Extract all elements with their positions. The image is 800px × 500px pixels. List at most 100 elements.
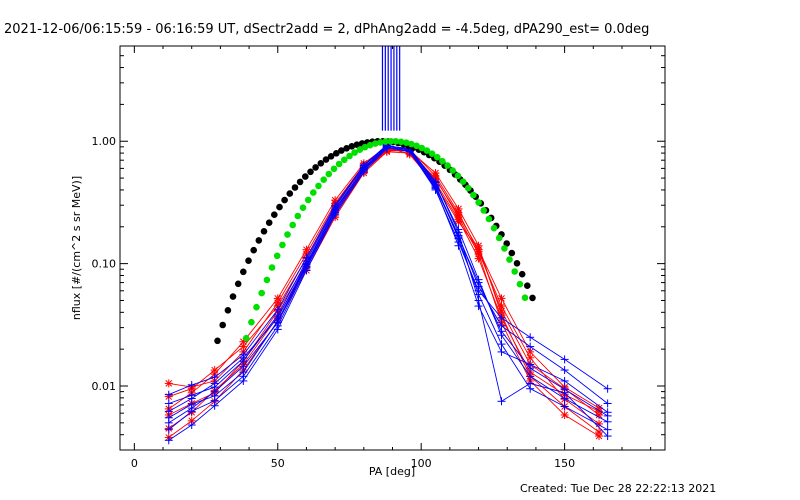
fit-point xyxy=(279,241,286,249)
fit-point xyxy=(480,207,488,214)
fit-point xyxy=(439,157,446,165)
data-point xyxy=(431,183,440,192)
data-point xyxy=(474,245,483,254)
data-point xyxy=(187,394,196,403)
fit-point xyxy=(348,143,356,150)
fit-point xyxy=(250,246,257,254)
data-point xyxy=(239,353,248,362)
fit-point xyxy=(317,160,325,167)
data-point xyxy=(302,262,311,271)
x-axis-ticks: 0 50 100 150 xyxy=(131,46,652,470)
fit-curve-green xyxy=(242,138,529,342)
fit-point xyxy=(299,204,307,211)
data-point xyxy=(187,421,196,430)
fit-point xyxy=(253,303,260,311)
fit-point xyxy=(397,138,405,146)
fit-point xyxy=(263,276,271,284)
fit-point xyxy=(353,141,361,148)
fit-point xyxy=(304,196,312,204)
y-axis-label: nflux [#/(cm^2 s sr MeV)] xyxy=(70,176,83,320)
fit-point xyxy=(485,215,493,223)
plot-frame xyxy=(119,45,666,451)
fit-point xyxy=(506,256,513,263)
data-point xyxy=(526,379,535,388)
data-point xyxy=(239,362,248,371)
x-tick-label: 150 xyxy=(554,457,575,470)
fit-point xyxy=(265,219,273,226)
data-point xyxy=(526,342,535,351)
data-point xyxy=(474,278,483,287)
data-point xyxy=(405,147,414,156)
data-point xyxy=(164,390,173,399)
data-point xyxy=(273,305,282,314)
fit-point xyxy=(366,141,374,149)
data-point xyxy=(560,355,569,364)
fit-point xyxy=(351,149,358,156)
fit-point xyxy=(444,162,451,169)
fit-point xyxy=(322,156,330,163)
fit-point xyxy=(346,152,353,160)
fit-point xyxy=(245,257,252,265)
fit-point xyxy=(219,321,226,329)
data-point xyxy=(497,313,506,322)
fit-point xyxy=(403,139,410,146)
y-tick-label: 0.01 xyxy=(92,380,117,393)
data-point xyxy=(595,410,604,419)
fit-point xyxy=(529,294,536,302)
series-line xyxy=(168,148,600,425)
data-point xyxy=(560,410,569,419)
fit-point xyxy=(335,160,343,168)
data-point xyxy=(164,436,173,445)
data-point xyxy=(187,404,196,413)
x-tick-label: 50 xyxy=(271,457,285,470)
x-tick-label: 100 xyxy=(411,457,432,470)
fit-point xyxy=(433,153,441,161)
data-point xyxy=(526,364,535,373)
fit-point xyxy=(284,231,291,238)
fit-point xyxy=(307,168,314,176)
fit-point xyxy=(333,150,340,157)
fit-point xyxy=(387,138,395,145)
series-line xyxy=(168,147,608,430)
data-point xyxy=(454,217,463,226)
fit-point xyxy=(343,145,350,152)
data-point xyxy=(603,399,612,408)
data-point xyxy=(382,143,391,152)
fit-point xyxy=(408,140,415,148)
fit-point xyxy=(294,212,302,220)
data-point xyxy=(497,397,506,406)
fit-point xyxy=(289,221,297,229)
data-point xyxy=(474,286,483,295)
y-tick-label: 0.10 xyxy=(92,258,117,271)
fit-point xyxy=(524,282,531,290)
fit-point xyxy=(302,173,309,180)
data-point xyxy=(239,376,248,385)
fit-point xyxy=(423,147,431,154)
fit-point xyxy=(392,138,400,145)
data-point xyxy=(210,401,219,410)
data-point xyxy=(560,366,569,375)
data-point xyxy=(187,380,196,389)
data-point xyxy=(454,204,463,213)
chart-title: 2021-12-06/06:15:59 - 06:16:59 UT, dSect… xyxy=(4,22,649,37)
data-point xyxy=(210,379,219,388)
fit-point xyxy=(413,142,420,150)
fit-point xyxy=(281,196,288,204)
data-point xyxy=(560,402,569,411)
data-point xyxy=(603,411,612,420)
series-blue-7 xyxy=(164,142,612,434)
fit-point xyxy=(296,178,304,186)
fit-point xyxy=(454,172,462,180)
fit-point xyxy=(258,289,266,297)
fit-point xyxy=(508,249,516,257)
data-point xyxy=(497,340,506,349)
series-line xyxy=(168,146,608,424)
series-line xyxy=(168,145,608,423)
fit-point xyxy=(315,182,322,190)
data-point xyxy=(164,399,173,408)
fit-point xyxy=(229,293,237,300)
fit-point xyxy=(361,143,369,151)
fit-point xyxy=(255,237,263,244)
fit-point xyxy=(224,307,232,314)
fit-point xyxy=(418,144,426,152)
